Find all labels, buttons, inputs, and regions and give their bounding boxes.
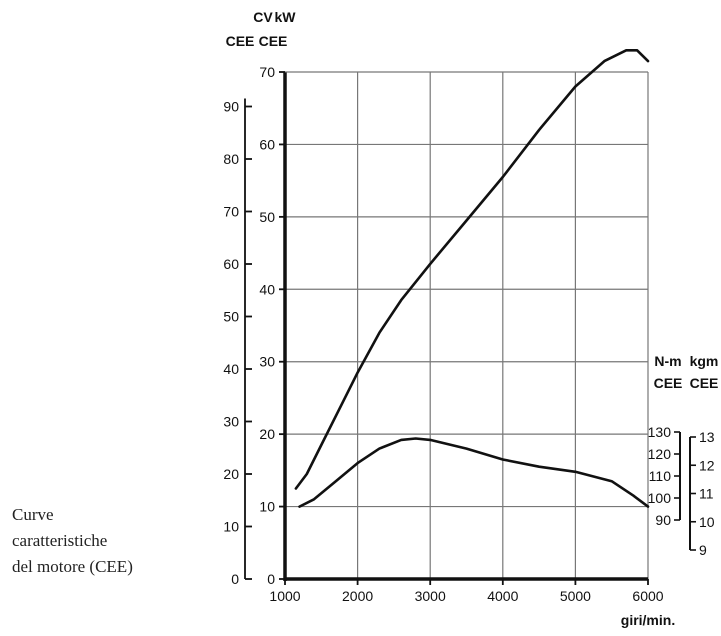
cv-unit-sublabel: CEE	[226, 33, 255, 49]
nm-tick-label: 120	[648, 446, 672, 462]
kgm-tick-label: 13	[699, 429, 715, 445]
power-curve	[294, 49, 650, 490]
grid	[285, 71, 649, 579]
nm-tick-label: 100	[648, 490, 672, 506]
caption-line-2: caratteristiche	[12, 531, 108, 550]
nm-tick-label: 110	[649, 468, 672, 484]
cv-tick-label: 60	[223, 256, 239, 272]
kw-tick-label: 20	[259, 426, 275, 442]
kgm-tick-label: 10	[699, 514, 715, 530]
cv-tick-label: 0	[231, 571, 239, 587]
nm-tick-label: 90	[655, 512, 671, 528]
x-tick-label: 6000	[632, 588, 663, 604]
cv-tick-label: 20	[223, 466, 239, 482]
kgm-tick-label: 9	[699, 542, 707, 558]
kw-tick-label: 40	[259, 281, 275, 297]
cv-tick-label: 80	[223, 151, 239, 167]
x-tick-label: 1000	[269, 588, 300, 604]
axes	[244, 71, 696, 585]
x-tick-label: 4000	[487, 588, 518, 604]
cv-tick-label: 10	[223, 519, 239, 535]
cv-unit-label: CV	[253, 9, 273, 25]
cv-tick-label: 90	[223, 99, 239, 115]
nm-unit-sublabel: CEE	[654, 375, 683, 391]
caption-line-1: Curve	[12, 505, 54, 524]
kw-tick-label: 30	[259, 354, 275, 370]
kgm-unit-label: kgm	[690, 353, 719, 369]
x-tick-label: 2000	[342, 588, 373, 604]
kw-tick-label: 70	[259, 64, 275, 80]
kw-tick-label: 50	[259, 209, 275, 225]
kw-unit-sublabel: CEE	[259, 33, 288, 49]
cv-tick-label: 40	[223, 361, 239, 377]
nm-tick-label: 130	[648, 424, 672, 440]
kgm-tick-label: 11	[699, 486, 714, 502]
kw-tick-label: 60	[259, 136, 275, 152]
x-axis-label: giri/min.	[621, 612, 675, 628]
caption-line-3: del motore (CEE)	[12, 557, 133, 576]
x-tick-label: 5000	[560, 588, 591, 604]
kgm-unit-sublabel: CEE	[690, 375, 719, 391]
nm-unit-label: N-m	[654, 353, 681, 369]
kw-tick-label: 10	[259, 499, 275, 515]
torque-curve	[298, 437, 650, 508]
axis-labels: 0 10 20 30 40 50 60 70 80 90 0 10 20 30 40 50 60 70 1000 20…	[223, 9, 718, 628]
kw-tick-label: 0	[267, 571, 275, 587]
series-curves	[294, 49, 650, 508]
kgm-tick-label: 12	[699, 457, 715, 473]
cv-tick-label: 30	[223, 414, 239, 430]
cv-tick-label: 70	[223, 204, 239, 220]
cv-tick-label: 50	[223, 309, 239, 325]
x-tick-label: 3000	[415, 588, 446, 604]
kw-unit-label: kW	[275, 9, 297, 25]
